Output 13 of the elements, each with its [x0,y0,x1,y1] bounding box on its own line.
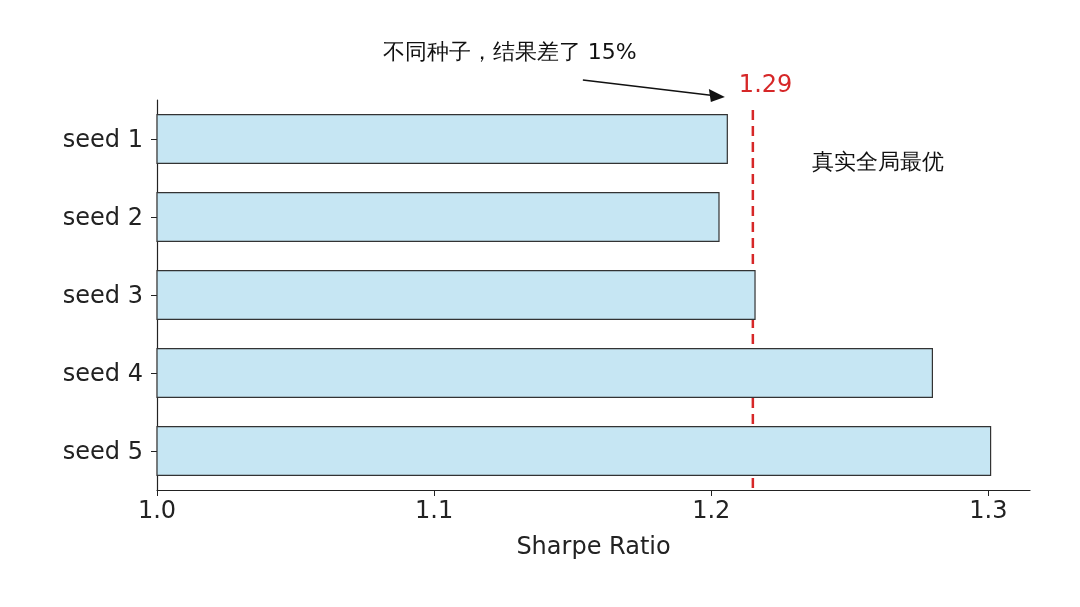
x-tick-label: 1.2 [692,496,731,524]
x-axis-title: Sharpe Ratio [516,532,671,560]
y-tick-label: seed 5 [62,437,143,465]
x-tick-label: 1.0 [137,496,177,524]
x-tick-label: 1.1 [415,496,454,524]
text: 1.29 [738,70,793,98]
y-tick-label: seed 3 [62,281,143,309]
annotation: 真实全局最优 [812,148,944,174]
y-tick-label: seed 2 [62,203,143,231]
x-tick-label: 1.3 [969,496,1008,524]
y-tick-label: seed 1 [62,125,143,153]
text: 不同种子，结果差了 15% [382,38,637,64]
y-tick-label: seed 4 [62,359,143,387]
